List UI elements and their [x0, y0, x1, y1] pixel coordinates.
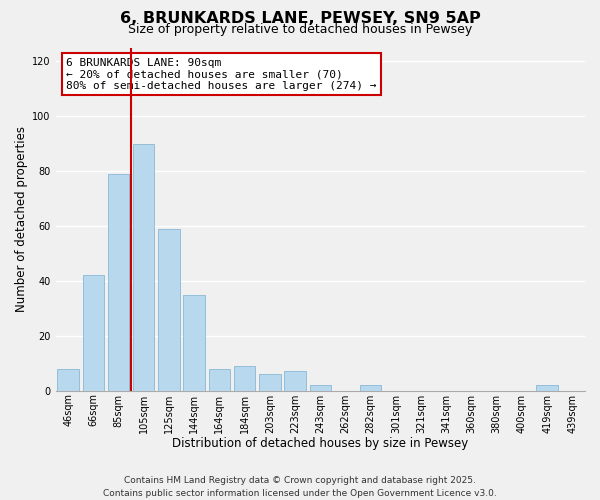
Bar [83, 276, 104, 390]
Bar [58, 368, 79, 390]
Text: Contains HM Land Registry data © Crown copyright and database right 2025.
Contai: Contains HM Land Registry data © Crown c… [103, 476, 497, 498]
Text: 6, BRUNKARDS LANE, PEWSEY, SN9 5AP: 6, BRUNKARDS LANE, PEWSEY, SN9 5AP [119, 11, 481, 26]
Bar [234, 366, 256, 390]
Bar [360, 385, 382, 390]
Bar [209, 368, 230, 390]
Bar [184, 294, 205, 390]
Bar [158, 228, 180, 390]
Bar [310, 385, 331, 390]
Bar [108, 174, 129, 390]
Bar [133, 144, 154, 390]
Bar [259, 374, 281, 390]
X-axis label: Distribution of detached houses by size in Pewsey: Distribution of detached houses by size … [172, 437, 469, 450]
Bar [284, 372, 306, 390]
Y-axis label: Number of detached properties: Number of detached properties [15, 126, 28, 312]
Text: 6 BRUNKARDS LANE: 90sqm
← 20% of detached houses are smaller (70)
80% of semi-de: 6 BRUNKARDS LANE: 90sqm ← 20% of detache… [66, 58, 377, 91]
Bar [536, 385, 558, 390]
Text: Size of property relative to detached houses in Pewsey: Size of property relative to detached ho… [128, 22, 472, 36]
